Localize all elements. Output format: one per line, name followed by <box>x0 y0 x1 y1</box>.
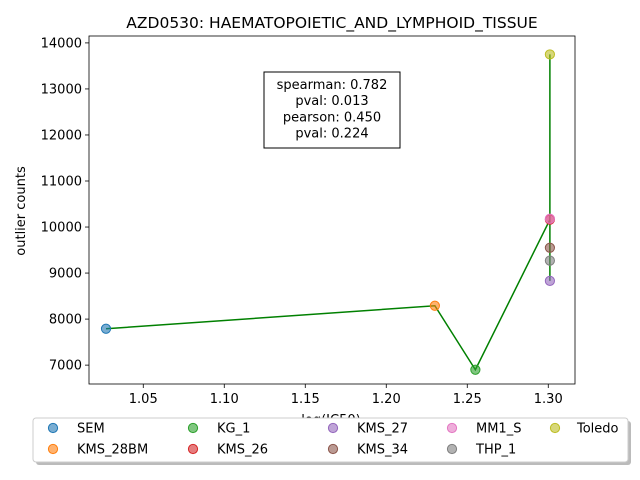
legend-marker <box>327 422 339 434</box>
legend-marker <box>446 422 458 434</box>
data-point <box>544 255 555 266</box>
data-point <box>100 323 112 334</box>
legend-entry-label: KMS_27 <box>357 422 408 437</box>
x-tick-label: 1.05 <box>129 392 158 407</box>
y-tick-label: 7000 <box>49 359 82 374</box>
annotation-line: pval: 0.013 <box>295 94 368 109</box>
legend-marker <box>327 443 339 455</box>
y-tick-label: 8000 <box>49 313 82 328</box>
data-point <box>544 49 555 60</box>
axes-frame <box>88 35 576 385</box>
data-point <box>429 300 440 311</box>
x-tick-label: 1.15 <box>291 392 320 407</box>
y-tick-label: 14000 <box>41 36 82 51</box>
y-axis-label: outlier counts <box>14 166 29 256</box>
annotation-line: pearson: 0.450 <box>283 110 381 125</box>
y-tick-label: 10000 <box>41 221 82 236</box>
y-tick-label: 12000 <box>41 128 82 143</box>
legend: SEM KMS_28BM KG_1 KMS_26 KMS_27 KMS_34 MM1_S TH… <box>32 417 631 465</box>
legend-marker <box>446 443 458 455</box>
plot-area: 1.05 1.10 1.15 1.20 1.25 1.30 7000 8000 9000 1000… <box>41 35 576 407</box>
annotation-line: pval: 0.224 <box>295 127 368 142</box>
annotation-box <box>263 71 401 149</box>
legend-marker <box>187 443 199 455</box>
legend-marker <box>549 422 561 434</box>
data-point <box>470 364 481 375</box>
data-point <box>544 213 555 224</box>
x-tick-label: 1.10 <box>210 392 239 407</box>
x-tick-label: 1.30 <box>534 392 563 407</box>
data-point <box>544 242 555 253</box>
data-point <box>544 275 555 286</box>
x-tick-label: 1.20 <box>372 392 401 407</box>
y-tick-label: 9000 <box>49 267 82 282</box>
legend-marker <box>187 422 199 434</box>
legend-entry-label: THP_1 <box>475 443 516 458</box>
legend-entry-label: MM1_S <box>476 422 521 437</box>
y-tick-label: 11000 <box>41 175 82 190</box>
legend-marker <box>47 422 59 434</box>
x-tick-label: 1.25 <box>453 392 482 407</box>
annotation-line: spearman: 0.782 <box>277 78 388 93</box>
chart-title: AZD0530: HAEMATOPOIETIC_AND_LYMPHOID_TIS… <box>126 14 537 33</box>
legend-entry-label: KMS_28BM <box>77 443 148 458</box>
legend-frame <box>32 417 629 463</box>
legend-marker <box>47 443 59 455</box>
legend-entry-label: KMS_26 <box>217 443 268 458</box>
legend-entry-label: Toledo <box>576 422 619 437</box>
y-tick-label: 13000 <box>41 82 82 97</box>
legend-entry-label: KMS_34 <box>357 443 408 458</box>
legend-entry-label: KG_1 <box>217 422 250 437</box>
legend-entry-label: SEM <box>77 422 105 437</box>
